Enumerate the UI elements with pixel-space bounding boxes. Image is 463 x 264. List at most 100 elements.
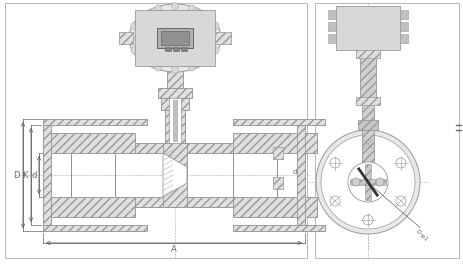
Bar bbox=[272, 177, 282, 189]
Bar bbox=[214, 32, 231, 44]
Circle shape bbox=[188, 64, 195, 71]
Circle shape bbox=[171, 67, 178, 73]
Bar bbox=[169, 98, 181, 143]
Circle shape bbox=[395, 158, 405, 168]
Bar bbox=[399, 34, 407, 43]
Circle shape bbox=[329, 196, 339, 206]
Circle shape bbox=[395, 196, 405, 206]
Bar bbox=[165, 110, 185, 143]
Circle shape bbox=[171, 2, 178, 10]
Bar bbox=[165, 47, 171, 51]
Circle shape bbox=[202, 57, 209, 64]
Bar bbox=[349, 179, 385, 185]
Bar bbox=[187, 143, 232, 153]
Bar bbox=[232, 225, 324, 231]
Bar bbox=[158, 88, 192, 98]
Bar bbox=[165, 110, 185, 143]
Bar bbox=[43, 119, 147, 125]
Bar bbox=[158, 88, 192, 98]
Bar bbox=[355, 50, 379, 58]
Bar bbox=[161, 98, 188, 110]
Bar bbox=[115, 197, 175, 207]
Bar bbox=[119, 32, 133, 44]
Circle shape bbox=[212, 47, 219, 54]
Circle shape bbox=[375, 178, 383, 186]
Bar bbox=[327, 10, 335, 19]
Circle shape bbox=[329, 158, 339, 168]
Bar bbox=[355, 97, 379, 105]
Bar bbox=[399, 22, 407, 31]
Bar bbox=[355, 50, 379, 58]
Bar bbox=[232, 225, 324, 231]
Bar bbox=[135, 10, 214, 66]
Bar bbox=[232, 119, 324, 125]
Bar bbox=[327, 34, 335, 43]
Bar bbox=[167, 65, 182, 88]
Bar bbox=[364, 164, 370, 200]
Bar bbox=[181, 47, 187, 51]
Bar bbox=[5, 3, 307, 258]
Polygon shape bbox=[163, 153, 187, 197]
Bar bbox=[43, 125, 51, 225]
Bar bbox=[335, 6, 399, 50]
Bar bbox=[51, 133, 135, 153]
Bar bbox=[232, 133, 316, 153]
Bar bbox=[296, 125, 304, 225]
Bar bbox=[161, 31, 188, 45]
Bar bbox=[43, 125, 51, 225]
Bar bbox=[156, 28, 193, 48]
Text: d: d bbox=[292, 169, 296, 175]
Bar bbox=[399, 10, 407, 19]
Text: K: K bbox=[22, 171, 28, 180]
Bar bbox=[51, 133, 135, 153]
Bar bbox=[232, 133, 316, 153]
Circle shape bbox=[215, 35, 222, 41]
Bar bbox=[169, 53, 181, 65]
Circle shape bbox=[212, 22, 219, 29]
Bar bbox=[43, 119, 147, 125]
Bar bbox=[359, 50, 375, 105]
Circle shape bbox=[202, 12, 209, 19]
Bar bbox=[361, 105, 373, 162]
Ellipse shape bbox=[129, 4, 220, 72]
Bar bbox=[163, 143, 187, 207]
Bar bbox=[232, 197, 316, 217]
Circle shape bbox=[154, 5, 161, 12]
Bar bbox=[272, 147, 282, 159]
Bar bbox=[359, 50, 375, 105]
Circle shape bbox=[315, 130, 419, 234]
Circle shape bbox=[351, 178, 359, 186]
Circle shape bbox=[140, 57, 147, 64]
Text: D: D bbox=[13, 171, 19, 180]
Circle shape bbox=[127, 35, 134, 41]
Bar bbox=[163, 143, 187, 207]
Bar bbox=[173, 47, 179, 51]
Circle shape bbox=[188, 5, 195, 12]
Bar bbox=[51, 197, 135, 217]
Bar bbox=[272, 147, 282, 159]
Bar bbox=[167, 65, 182, 88]
Bar bbox=[115, 143, 175, 153]
Text: D·φ1: D·φ1 bbox=[414, 228, 428, 243]
Circle shape bbox=[347, 162, 387, 202]
Bar bbox=[43, 225, 147, 231]
Circle shape bbox=[131, 47, 138, 54]
Circle shape bbox=[131, 22, 138, 29]
Circle shape bbox=[154, 64, 161, 71]
Bar bbox=[187, 143, 232, 153]
Bar bbox=[357, 120, 377, 130]
Bar bbox=[327, 22, 335, 31]
Bar bbox=[355, 97, 379, 105]
Circle shape bbox=[362, 215, 372, 225]
Bar bbox=[43, 225, 147, 231]
Bar bbox=[357, 120, 377, 130]
Bar bbox=[51, 197, 135, 217]
Bar bbox=[173, 100, 176, 141]
Circle shape bbox=[140, 12, 147, 19]
Circle shape bbox=[320, 135, 414, 229]
Bar bbox=[296, 125, 304, 225]
Bar bbox=[119, 32, 133, 44]
Bar bbox=[187, 197, 232, 207]
Bar bbox=[187, 197, 232, 207]
Bar bbox=[161, 98, 188, 110]
